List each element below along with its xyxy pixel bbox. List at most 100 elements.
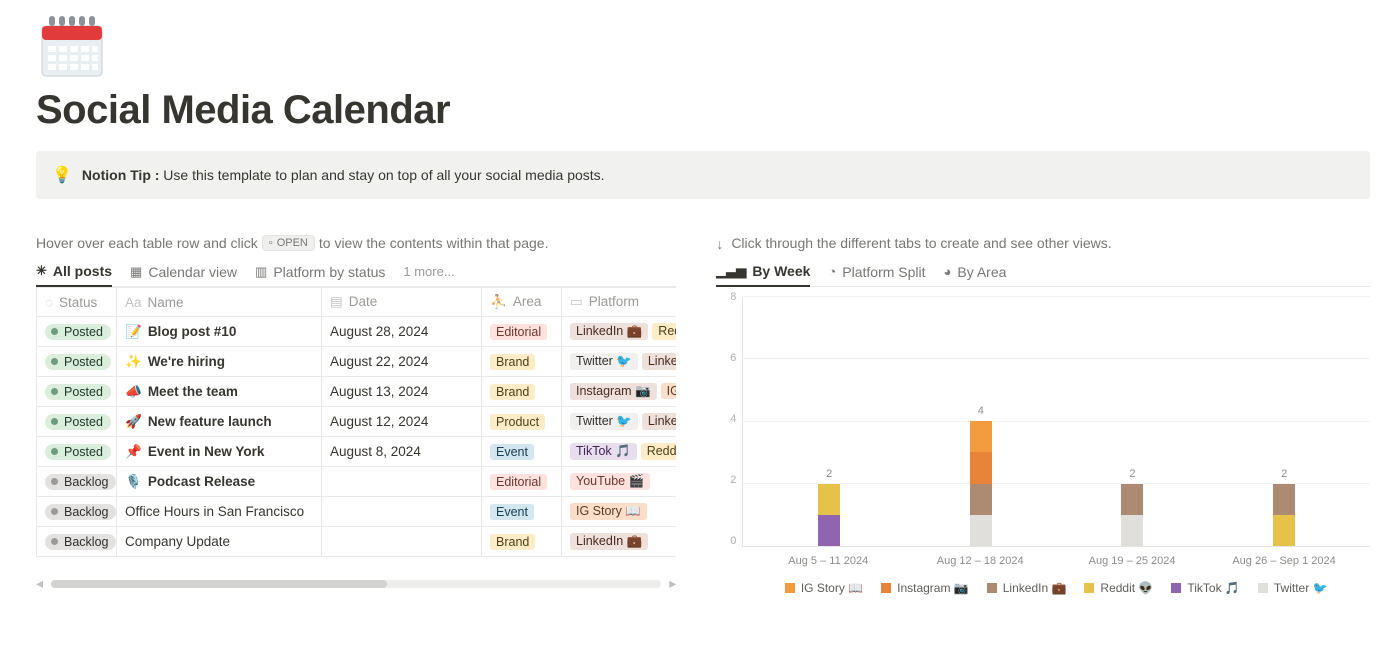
area-tag: Editorial (490, 324, 547, 340)
row-name: 📣Meet the team (125, 384, 313, 400)
status-pill: Posted (45, 384, 111, 400)
tip-callout: 💡 Notion Tip : Use this template to plan… (36, 151, 1370, 199)
bar-segment[interactable] (818, 515, 840, 546)
col-date[interactable]: ▤Date (322, 288, 482, 317)
posts-table: ◌Status AaName ▤Date ⛹Area ▭Platform Pos… (36, 287, 676, 557)
y-tick: 6 (730, 352, 736, 364)
right-view-tabs: ▁▃▅ By Week ◔ Platform Split ◕ By Area (716, 263, 1370, 287)
bar-total-label: 2 (1129, 468, 1135, 480)
x-label: Aug 26 – Sep 1 2024 (1229, 555, 1339, 567)
row-name: 🎙️Podcast Release (125, 474, 313, 490)
row-name: 🚀New feature launch (125, 414, 313, 430)
tab-by-week[interactable]: ▁▃▅ By Week (716, 263, 810, 287)
table-row[interactable]: Posted🚀New feature launchAugust 12, 2024… (37, 407, 677, 437)
bar-stack[interactable] (1121, 484, 1143, 547)
platform-tag: Reddit 👽 (641, 443, 677, 460)
legend-label: TikTok 🎵 (1187, 581, 1240, 595)
tab-platform-by-status[interactable]: ▥ Platform by status (255, 264, 385, 280)
legend-item[interactable]: Twitter 🐦 (1258, 581, 1328, 595)
bar-segment[interactable] (1273, 484, 1295, 515)
bar-stack[interactable] (818, 484, 840, 547)
y-tick: 0 (730, 535, 736, 547)
bar-segment[interactable] (1121, 515, 1143, 546)
row-date (322, 467, 482, 497)
legend-label: IG Story 📖 (801, 581, 863, 595)
row-platforms: Twitter 🐦LinkedIn 💼 (562, 407, 677, 437)
area-tag: Brand (490, 354, 535, 370)
platform-tag: Instagram 📷 (570, 383, 657, 400)
bar-segment[interactable] (1121, 484, 1143, 515)
legend-item[interactable]: Reddit 👽 (1084, 581, 1153, 595)
area-tag: Brand (490, 384, 535, 400)
legend-swatch (1171, 583, 1181, 593)
bar-total-label: 2 (1281, 468, 1287, 480)
col-name[interactable]: AaName (117, 288, 322, 317)
table-row[interactable]: Posted📝Blog post #10August 28, 2024Edito… (37, 317, 677, 347)
bar-segment[interactable] (970, 421, 992, 452)
bar-group: 2 (809, 468, 849, 547)
tab-calendar-view[interactable]: ▦ Calendar view (130, 264, 237, 280)
bar-segment[interactable] (818, 484, 840, 515)
row-emoji-icon: 🚀 (125, 414, 142, 430)
right-hint: ↓ Click through the different tabs to cr… (716, 235, 1370, 251)
legend-item[interactable]: TikTok 🎵 (1171, 581, 1240, 595)
legend-item[interactable]: Instagram 📷 (881, 581, 969, 595)
row-emoji-icon: 📝 (125, 324, 142, 340)
grid-line (743, 296, 1370, 297)
row-date: August 28, 2024 (322, 317, 482, 347)
y-tick: 8 (730, 291, 736, 303)
status-pill: Posted (45, 324, 111, 340)
bar-group: 2 (1112, 468, 1152, 547)
calendar-small-icon: ▤ (330, 294, 343, 309)
platform-tag: YouTube 🎬 (570, 473, 650, 490)
area-tag: Brand (490, 534, 535, 550)
col-platform[interactable]: ▭Platform (562, 288, 677, 317)
donut-icon: ◔ (828, 264, 836, 279)
lightbulb-icon: 💡 (52, 165, 72, 185)
platform-tag: LinkedIn 💼 (642, 413, 676, 430)
legend-swatch (987, 583, 997, 593)
col-area[interactable]: ⛹Area (482, 288, 562, 317)
tab-platform-split[interactable]: ◔ Platform Split (828, 264, 925, 280)
people-icon: ⛹ (490, 294, 507, 309)
bar-segment[interactable] (970, 484, 992, 515)
bar-segment[interactable] (970, 452, 992, 483)
platform-tag: Reddit 👽 (652, 323, 676, 340)
calendar-icon: ▦ (130, 264, 142, 280)
bar-chart-icon: ▁▃▅ (716, 263, 746, 279)
tab-by-area[interactable]: ◕ By Area (944, 264, 1007, 280)
status-pill: Posted (45, 354, 111, 370)
table-row[interactable]: BacklogCompany UpdateBrandLinkedIn 💼 (37, 527, 677, 557)
row-platforms: LinkedIn 💼 (562, 527, 677, 557)
row-platforms: IG Story 📖 (562, 497, 677, 527)
legend-item[interactable]: LinkedIn 💼 (987, 581, 1067, 595)
bar-stack[interactable] (1273, 484, 1295, 547)
x-label: Aug 12 – 18 2024 (925, 555, 1035, 567)
bar-segment[interactable] (970, 515, 992, 546)
sparkle-icon: ✳ (36, 263, 47, 279)
more-views[interactable]: 1 more... (403, 264, 454, 279)
grid-line (743, 358, 1370, 359)
horizontal-scrollbar[interactable]: ◂ ▸ (36, 575, 676, 592)
table-row[interactable]: Posted📣Meet the teamAugust 13, 2024Brand… (37, 377, 677, 407)
status-icon: ◌ (45, 295, 53, 310)
by-week-chart: 02468 2422 Aug 5 – 11 2024Aug 12 – 18 20… (716, 287, 1370, 595)
row-date (322, 497, 482, 527)
open-chip: ▫ OPEN (262, 235, 315, 251)
legend-item[interactable]: IG Story 📖 (785, 581, 863, 595)
table-row[interactable]: BacklogOffice Hours in San FranciscoEven… (37, 497, 677, 527)
bar-stack[interactable] (970, 421, 992, 546)
bar-segment[interactable] (1273, 515, 1295, 546)
col-status[interactable]: ◌Status (37, 288, 117, 317)
platform-tag: Twitter 🐦 (570, 413, 638, 430)
legend-label: Twitter 🐦 (1274, 581, 1328, 595)
row-date (322, 527, 482, 557)
table-row[interactable]: Posted📌Event in New YorkAugust 8, 2024Ev… (37, 437, 677, 467)
scroll-right-icon[interactable]: ▸ (669, 575, 676, 592)
row-name: Company Update (125, 534, 313, 549)
table-row[interactable]: Posted✨We're hiringAugust 22, 2024BrandT… (37, 347, 677, 377)
table-row[interactable]: Backlog🎙️Podcast ReleaseEditorialYouTube… (37, 467, 677, 497)
scroll-left-icon[interactable]: ◂ (36, 575, 43, 592)
tab-all-posts[interactable]: ✳ All posts (36, 263, 112, 287)
legend-label: Reddit 👽 (1100, 581, 1153, 595)
